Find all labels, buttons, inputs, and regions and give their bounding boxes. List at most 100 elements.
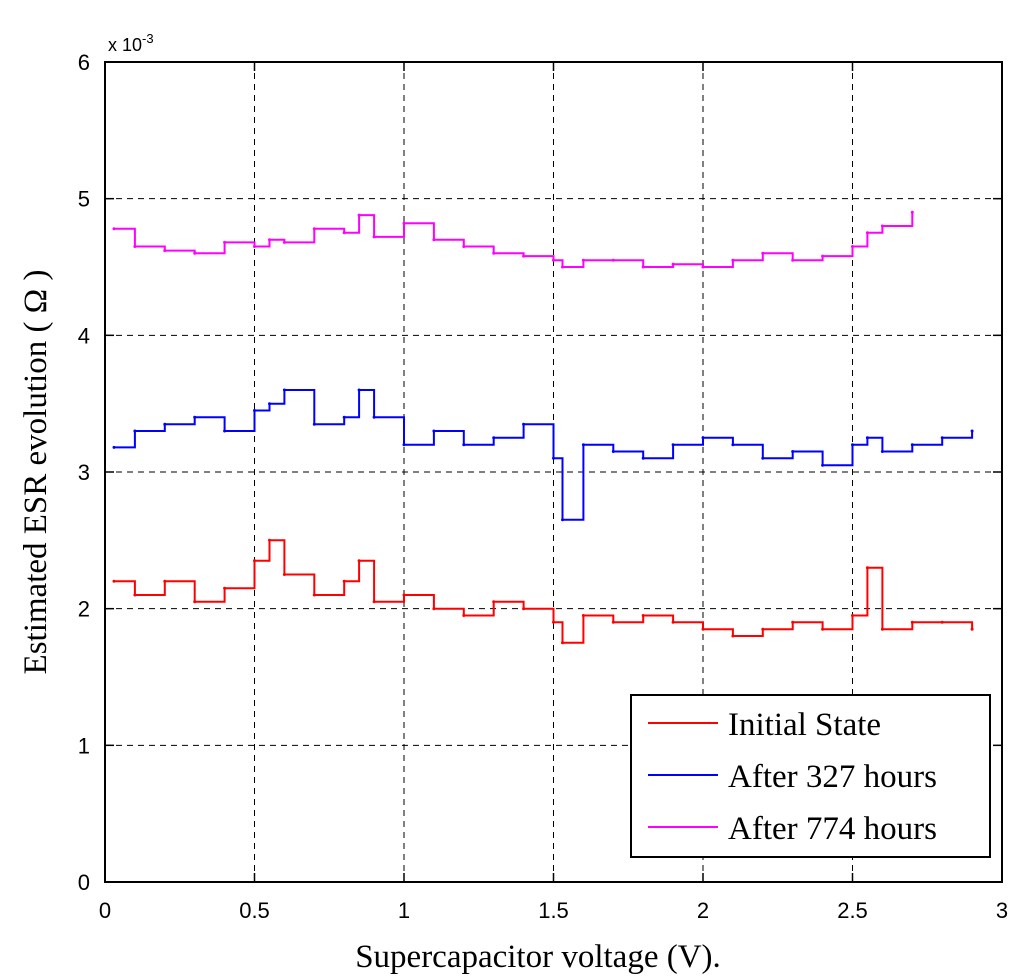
data-point-after-327-hours: [761, 456, 765, 460]
data-point-after-327-hours: [791, 450, 795, 453]
data-point-after-774-hours: [432, 238, 436, 242]
x-tick-label: 1.5: [538, 898, 569, 923]
data-point-after-327-hours: [462, 443, 466, 447]
data-point-after-774-hours: [701, 265, 705, 269]
data-point-after-774-hours: [223, 240, 227, 244]
data-point-after-327-hours: [312, 422, 316, 426]
data-point-initial-state: [193, 600, 197, 604]
y-multiplier: x 10-3: [108, 31, 154, 55]
data-point-after-327-hours: [581, 443, 585, 447]
data-point-initial-state: [611, 620, 615, 624]
data-point-after-774-hours: [112, 227, 116, 231]
data-point-after-774-hours: [910, 210, 914, 214]
data-point-after-327-hours: [357, 388, 361, 392]
data-point-after-774-hours: [312, 227, 316, 231]
data-point-after-774-hours: [791, 258, 795, 262]
y-tick-label: 2: [78, 597, 90, 622]
data-point-after-774-hours: [522, 254, 526, 258]
data-point-after-327-hours: [432, 429, 436, 433]
y-tick-label: 1: [78, 733, 90, 758]
data-point-initial-state: [641, 614, 645, 617]
data-point-initial-state: [701, 627, 705, 631]
data-point-initial-state: [462, 614, 466, 617]
data-point-after-774-hours: [357, 213, 361, 217]
data-point-after-774-hours: [851, 245, 854, 248]
data-point-after-774-hours: [581, 258, 585, 262]
data-point-after-327-hours: [970, 429, 974, 433]
x-tick-label: 2: [697, 898, 709, 923]
tick-marks: [104, 61, 1003, 883]
y-tick-label: 5: [78, 187, 90, 212]
x-tick-label: 3: [996, 898, 1008, 923]
data-series: [112, 210, 974, 645]
data-point-initial-state: [561, 641, 564, 645]
data-point-initial-state: [432, 607, 436, 611]
data-point-after-327-hours: [641, 456, 645, 460]
y-axis-title: Estimated ESR evolution ( Ω ): [18, 270, 54, 675]
data-point-initial-state: [731, 634, 735, 638]
data-point-after-774-hours: [193, 251, 197, 255]
y-tick-labels: 0 1 2 3 4 5 6: [78, 50, 90, 895]
data-point-initial-state: [223, 586, 227, 590]
data-point-after-774-hours: [731, 258, 735, 262]
data-point-after-774-hours: [552, 258, 555, 262]
data-point-after-774-hours: [880, 224, 884, 228]
data-point-initial-state: [791, 620, 795, 624]
data-point-initial-state: [253, 559, 256, 563]
data-point-after-327-hours: [253, 409, 256, 412]
data-point-after-774-hours: [865, 231, 869, 235]
data-point-initial-state: [761, 627, 765, 631]
data-point-initial-state: [940, 620, 944, 624]
data-point-initial-state: [581, 614, 585, 617]
data-point-initial-state: [372, 600, 376, 604]
data-point-initial-state: [821, 627, 825, 631]
data-point-after-774-hours: [342, 231, 346, 235]
data-point-initial-state: [268, 538, 271, 542]
data-point-after-774-hours: [133, 245, 137, 248]
data-point-after-774-hours: [761, 251, 765, 255]
y-tick-label: 4: [78, 323, 90, 348]
y-tick-label: 6: [78, 50, 90, 75]
data-point-after-327-hours: [522, 422, 526, 426]
legend-label-after-774-hours: After 774 hours: [728, 811, 937, 847]
data-point-after-327-hours: [561, 518, 564, 522]
data-point-initial-state: [163, 579, 167, 583]
data-point-after-774-hours: [372, 235, 376, 239]
data-point-after-774-hours: [163, 249, 167, 253]
y-multiplier-base: x 10: [108, 35, 142, 55]
data-point-after-327-hours: [880, 450, 884, 453]
x-tick-label: 1: [398, 898, 410, 923]
data-point-after-774-hours: [561, 265, 564, 269]
data-point-initial-state: [133, 593, 137, 597]
data-point-initial-state: [357, 559, 361, 563]
data-point-after-774-hours: [492, 251, 496, 255]
data-point-after-327-hours: [611, 450, 615, 453]
data-point-initial-state: [880, 627, 884, 631]
data-point-after-774-hours: [611, 258, 615, 262]
data-point-initial-state: [312, 593, 316, 597]
x-axis-title: Supercapacitor voltage (V).: [355, 939, 721, 975]
data-point-after-327-hours: [282, 388, 286, 392]
data-point-after-327-hours: [112, 445, 116, 449]
data-point-initial-state: [671, 620, 675, 624]
data-point-initial-state: [910, 620, 914, 624]
x-tick-label: 0.5: [239, 898, 270, 923]
series-line-initial-state: [114, 539, 974, 644]
data-point-after-327-hours: [851, 443, 854, 447]
data-point-after-774-hours: [821, 254, 825, 258]
data-point-after-327-hours: [552, 456, 555, 460]
data-point-after-327-hours: [821, 463, 825, 467]
data-point-after-327-hours: [223, 429, 227, 433]
data-point-initial-state: [112, 579, 116, 583]
legend: Initial State After 327 hours After 774 …: [630, 694, 991, 858]
data-point-after-327-hours: [701, 436, 705, 440]
data-point-after-327-hours: [193, 415, 197, 419]
data-point-initial-state: [851, 614, 854, 617]
y-tick-label: 3: [78, 460, 90, 485]
data-point-after-774-hours: [641, 265, 645, 269]
legend-label-after-327-hours: After 327 hours: [728, 759, 937, 795]
data-point-after-327-hours: [865, 436, 869, 440]
data-point-after-774-hours: [671, 262, 675, 266]
data-point-after-327-hours: [268, 402, 271, 406]
data-point-after-327-hours: [133, 429, 137, 433]
